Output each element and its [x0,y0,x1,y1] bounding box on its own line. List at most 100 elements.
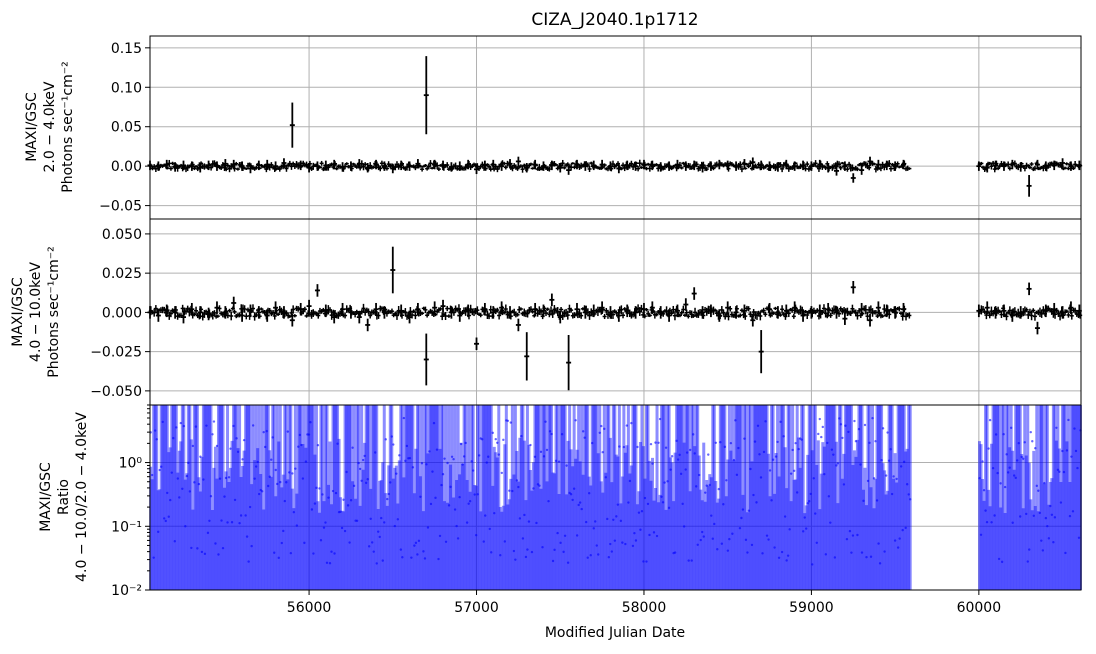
ratio-point [321,493,324,496]
ratio-point [434,496,437,500]
ratio-point [991,466,995,470]
ratio-point [485,461,488,464]
ratio-point [386,497,389,501]
ratio-point [685,451,689,454]
ratio-point [774,455,778,458]
ratio-point [214,542,217,545]
ratio-point [178,496,181,499]
ratio-point [675,439,678,443]
ratio-point [203,552,207,556]
ratio-point [310,508,314,511]
ratio-point [167,515,170,518]
y-ticks: 0.050 0.025 0.000 −0.025 −0.050 [90,227,150,400]
ratio-point [545,448,549,452]
ratio-point [1022,457,1025,461]
ratio-point [1067,418,1070,422]
ratio-point [502,438,505,442]
ratio-point [235,437,238,440]
ratio-point [847,430,850,434]
ratio-point [636,445,639,449]
ratio-point [832,453,835,456]
y-tick-label: 0.05 [111,120,142,136]
ratio-point [288,471,291,474]
ratio-point [229,447,232,450]
ratio-point [358,467,362,471]
ratio-point [883,550,886,553]
ratio-point [487,455,490,458]
ratio-point [758,453,761,456]
x-tick-label: 57000 [454,600,499,616]
ratio-point [336,442,339,445]
ratio-point [254,465,258,468]
ratio-point [464,441,467,445]
ratio-point [158,468,161,472]
ratio-point [307,433,311,436]
ratio-point [746,551,749,554]
ratio-point [550,432,553,436]
ratio-point [829,521,832,524]
ratio-point [651,462,654,465]
ratio-point [1059,501,1063,504]
ratio-point [595,544,598,547]
ratio-point [624,542,627,546]
ratio-point [377,530,380,533]
ratio-point [999,482,1002,485]
panel-ratio: 10⁰ 10⁻¹ 10⁻² MAXI/GSC Ratio 4.0 − 10.0/2.… [38,404,1082,599]
ratio-point [197,482,201,486]
ratio-point [414,541,418,545]
ratio-point [823,472,826,476]
ratio-point [826,441,829,445]
y-ticks: 0.15 0.10 0.05 0.00 −0.05 [99,41,150,215]
ratio-point [291,472,294,475]
ratio-point [289,551,293,555]
ratio-point [331,489,335,493]
ratio-point [468,499,472,503]
y-axis-label-line-1: MAXI/GSC [38,462,54,532]
ratio-point [482,540,485,543]
ratio-point [481,438,484,441]
ratio-point [383,521,386,524]
ratio-point [719,440,722,444]
ratio-point [1050,513,1054,516]
ratio-point [191,444,195,448]
ratio-point [169,498,172,502]
ratio-point [514,558,517,561]
ratio-point [538,484,541,487]
ratio-point [245,535,249,538]
ratio-point [670,455,674,458]
ratio-point [691,433,695,436]
ratio-point [996,471,999,475]
ratio-point [190,546,193,550]
ratio-point [1017,441,1020,445]
ratio-point [744,538,748,542]
ratio-point [474,533,478,537]
ratio-point [218,477,222,480]
ratio-point [194,425,198,428]
ratio-point [230,521,234,524]
ratio-point [248,505,252,509]
ratio-point [637,511,641,514]
data-points [147,56,1083,197]
ratio-point [990,521,993,524]
ratio-point [539,450,543,454]
ratio-point [477,454,481,457]
ratio-point [584,520,588,524]
ratio-point [905,483,909,486]
ratio-point [456,537,460,540]
ratio-point [1065,449,1069,452]
ratio-point [984,509,987,512]
ratio-point [762,450,766,454]
ratio-point [773,546,776,549]
ratio-point [286,430,290,433]
ratio-point [987,447,990,450]
ratio-point [707,453,710,456]
ratio-point [770,499,773,502]
ratio-point [395,472,398,475]
ratio-point [220,519,223,522]
ratio-point [150,473,154,477]
ratio-point [1023,441,1026,444]
ratio-point [743,437,746,440]
ratio-point [877,542,880,545]
ratio-point [432,421,436,425]
ratio-point [224,476,228,480]
